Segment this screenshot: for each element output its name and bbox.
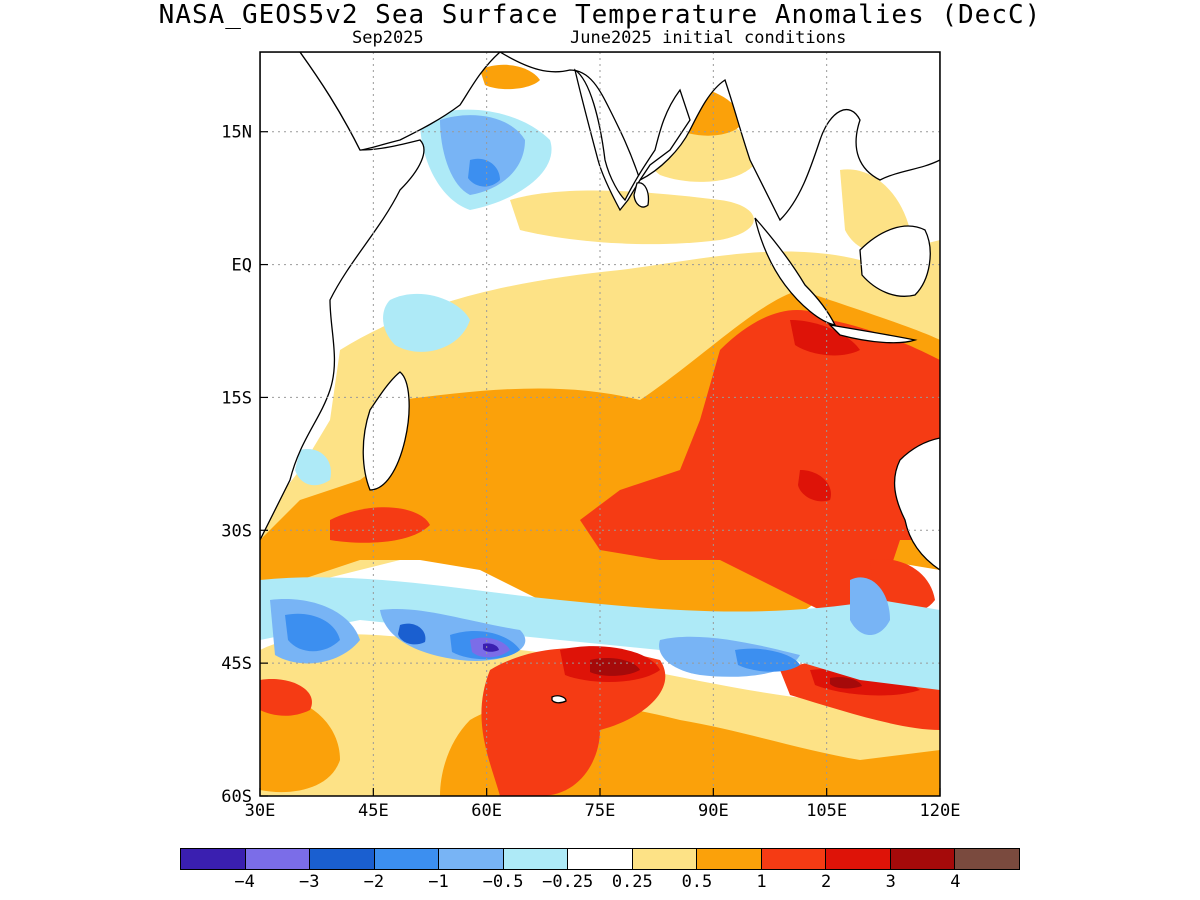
anomaly-region-deep-violet xyxy=(483,643,499,652)
valid-month-label: Sep2025 xyxy=(352,28,424,48)
lat-tick-label: 60S xyxy=(221,787,252,807)
anomaly-region-blue xyxy=(735,648,800,672)
anomaly-region-red xyxy=(260,679,312,716)
asia-landmass xyxy=(498,52,940,222)
axis-ticks: 30E 45E 60E 75E 90E 105E 120E 15N EQ 15S 30S 45S 60S xyxy=(221,123,960,821)
anomaly-region-orange xyxy=(260,698,340,793)
initial-conditions-label: June2025 initial conditions xyxy=(570,28,847,48)
legend-threshold-label: −2 xyxy=(363,872,385,892)
legend-threshold-label: 0.25 xyxy=(611,872,653,892)
anomaly-region-light-orange xyxy=(510,190,754,245)
lon-tick-label: 60E xyxy=(471,801,502,821)
lat-tick-label: EQ xyxy=(232,256,252,276)
legend-color-swatch xyxy=(761,849,827,869)
anomaly-region-blue xyxy=(468,158,500,187)
arabia-landmass xyxy=(299,52,501,151)
java xyxy=(828,324,918,344)
lat-tick-label: 15S xyxy=(221,388,252,408)
color-legend-labels: −4 −3 −2 −1 −0.5 −0.25 0.25 0.5 1 2 3 4 xyxy=(0,872,1200,896)
lat-tick-label: 30S xyxy=(221,521,252,541)
legend-color-swatch xyxy=(632,849,698,869)
legend-color-swatch xyxy=(890,849,956,869)
legend-color-swatch xyxy=(568,849,633,869)
anomaly-region-light-cyan xyxy=(260,577,940,690)
australia-landmass xyxy=(893,437,940,571)
legend-threshold-label: −0.25 xyxy=(542,872,594,892)
legend-color-swatch xyxy=(181,849,246,869)
anomaly-region-blue xyxy=(285,613,340,652)
anomaly-region-light-blue xyxy=(440,115,525,195)
madagascar xyxy=(362,371,410,491)
legend-color-swatch xyxy=(826,849,891,869)
legend-color-swatch xyxy=(697,849,762,869)
lon-tick-label: 45E xyxy=(358,801,389,821)
anomaly-region-light-blue xyxy=(850,577,890,635)
sst-anomaly-map: 30E 45E 60E 75E 90E 105E 120E 15N EQ 15S 30S 45S 60S xyxy=(221,51,960,821)
legend-threshold-label: −4 xyxy=(234,872,255,892)
lon-tick-label: 120E xyxy=(920,801,961,821)
legend-threshold-label: 3 xyxy=(885,872,896,892)
map-title: NASA_GEOS5v2 Sea Surface Temperature Ano… xyxy=(158,0,1042,30)
sri-lanka xyxy=(633,182,650,208)
anomaly-region-red xyxy=(580,310,940,620)
anomaly-region-dark-blue xyxy=(398,623,426,645)
legend-color-swatch xyxy=(439,849,504,869)
anomaly-region-light-cyan xyxy=(383,293,470,352)
anomaly-region-darkest-red xyxy=(830,677,862,689)
legend-color-swatch xyxy=(310,849,375,869)
legend-threshold-label: 2 xyxy=(821,872,832,892)
anomaly-region-dark-red xyxy=(810,668,920,696)
anomaly-region-orange xyxy=(480,64,540,90)
kerguelen-island xyxy=(551,695,567,704)
sumatra xyxy=(754,217,837,326)
legend-threshold-label: 1 xyxy=(756,872,767,892)
legend-color-swatch xyxy=(955,849,1019,869)
lon-tick-label: 105E xyxy=(806,801,847,821)
legend-color-swatch xyxy=(374,849,440,869)
legend-threshold-label: 4 xyxy=(950,872,961,892)
legend-threshold-label: −3 xyxy=(298,872,320,892)
anomaly-region-darkest-red xyxy=(590,658,640,676)
anomaly-region-dark-red xyxy=(798,470,831,502)
anomaly-region-red xyxy=(330,507,430,543)
borneo xyxy=(859,225,931,297)
land-masses xyxy=(260,52,940,704)
anomaly-region-red xyxy=(481,648,666,796)
anomaly-field xyxy=(260,52,940,796)
lat-tick-label: 15N xyxy=(221,123,252,143)
india-peninsula xyxy=(573,68,691,212)
legend-color-swatch xyxy=(245,849,311,869)
anomaly-region-dark-red xyxy=(790,320,860,356)
lon-tick-label: 75E xyxy=(585,801,616,821)
legend-threshold-label: −1 xyxy=(428,872,449,892)
legend-threshold-label: −0.5 xyxy=(482,872,524,892)
legend-threshold-label: 0.5 xyxy=(681,872,713,892)
lon-tick-label: 30E xyxy=(245,801,276,821)
color-legend-bar xyxy=(180,848,1020,870)
lon-tick-label: 90E xyxy=(698,801,729,821)
lat-lon-grid xyxy=(260,52,940,796)
anomaly-region-light-cyan xyxy=(295,449,331,486)
legend-color-swatch xyxy=(503,849,569,869)
lat-tick-label: 45S xyxy=(221,654,252,674)
